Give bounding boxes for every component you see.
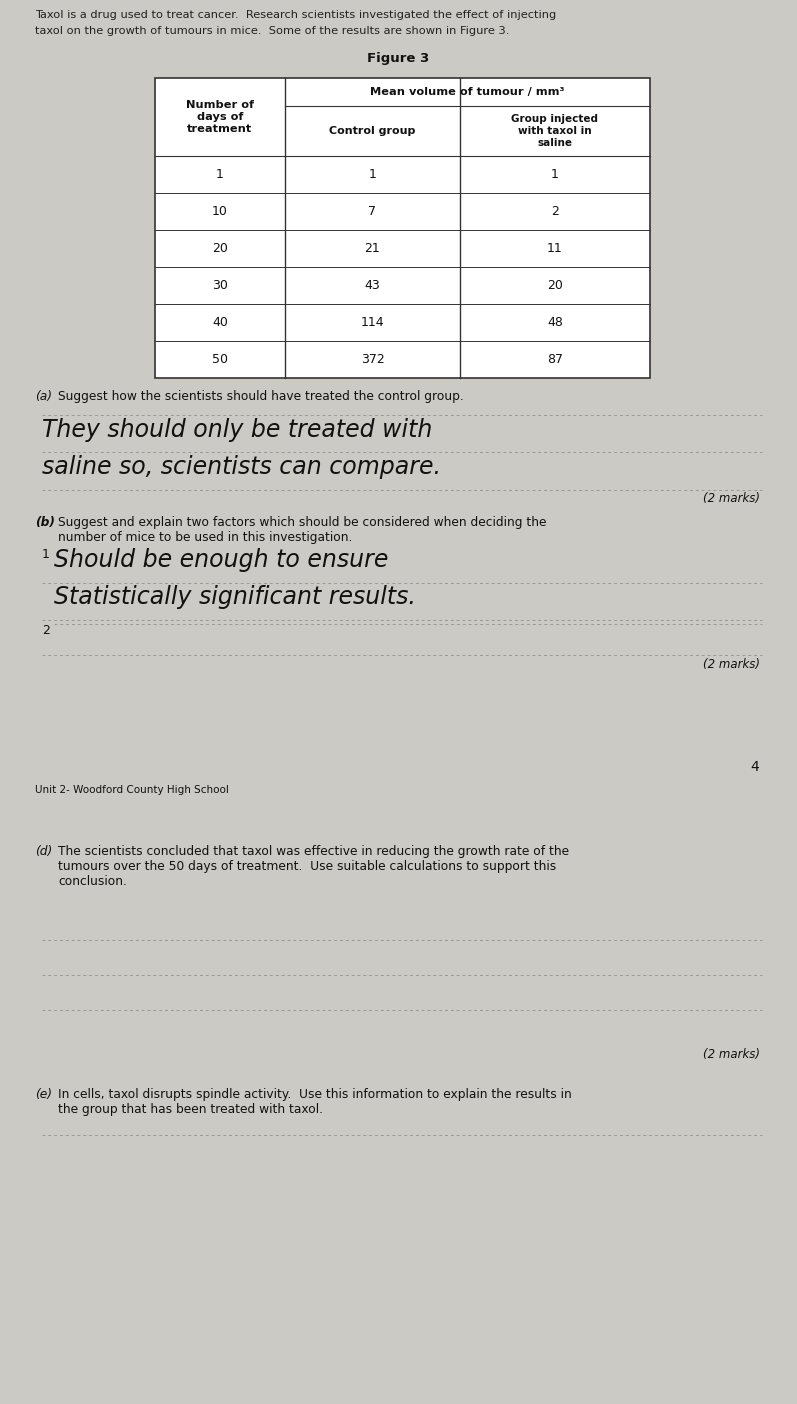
Text: 48: 48: [547, 316, 563, 329]
Text: 11: 11: [547, 241, 563, 256]
Text: 7: 7: [368, 205, 376, 218]
Text: (a): (a): [35, 390, 52, 403]
Text: 1: 1: [551, 168, 559, 181]
Text: Statistically significant results.: Statistically significant results.: [54, 585, 416, 609]
Text: Mean volume of tumour / mm³: Mean volume of tumour / mm³: [371, 87, 565, 97]
Text: Control group: Control group: [329, 126, 416, 136]
Text: 4: 4: [751, 760, 760, 774]
Text: The scientists concluded that taxol was effective in reducing the growth rate of: The scientists concluded that taxol was …: [58, 845, 569, 887]
Text: Suggest how the scientists should have treated the control group.: Suggest how the scientists should have t…: [58, 390, 464, 403]
Text: 87: 87: [547, 352, 563, 366]
Text: (b): (b): [35, 517, 55, 529]
Text: 2: 2: [42, 623, 50, 637]
Text: Suggest and explain two factors which should be considered when deciding the
num: Suggest and explain two factors which sh…: [58, 517, 547, 543]
Text: Should be enough to ensure: Should be enough to ensure: [54, 548, 388, 571]
Text: Unit 2- Woodford County High School: Unit 2- Woodford County High School: [35, 785, 229, 795]
Text: 50: 50: [212, 352, 228, 366]
Text: (d): (d): [35, 845, 53, 858]
Text: They should only be treated with: They should only be treated with: [42, 418, 433, 442]
Text: 20: 20: [212, 241, 228, 256]
Text: 20: 20: [547, 279, 563, 292]
Text: 114: 114: [361, 316, 384, 329]
Text: Figure 3: Figure 3: [367, 52, 429, 65]
Text: (2 marks): (2 marks): [703, 491, 760, 505]
Text: 1: 1: [42, 548, 50, 562]
Text: (e): (e): [35, 1088, 52, 1101]
Text: 40: 40: [212, 316, 228, 329]
Text: In cells, taxol disrupts spindle activity.  Use this information to explain the : In cells, taxol disrupts spindle activit…: [58, 1088, 571, 1116]
Text: 30: 30: [212, 279, 228, 292]
Text: (2 marks): (2 marks): [703, 658, 760, 671]
Text: 21: 21: [364, 241, 380, 256]
Text: taxol on the growth of tumours in mice.  Some of the results are shown in Figure: taxol on the growth of tumours in mice. …: [35, 27, 509, 37]
Text: saline so, scientists can compare.: saline so, scientists can compare.: [42, 455, 441, 479]
Text: Group injected
with taxol in
saline: Group injected with taxol in saline: [512, 114, 599, 147]
Text: 43: 43: [364, 279, 380, 292]
Text: 1: 1: [368, 168, 376, 181]
Text: Number of
days of
treatment: Number of days of treatment: [186, 101, 254, 133]
Bar: [155, 79, 650, 378]
Text: 2: 2: [551, 205, 559, 218]
Text: 10: 10: [212, 205, 228, 218]
Text: (2 marks): (2 marks): [703, 1047, 760, 1061]
Text: Taxol is a drug used to treat cancer.  Research scientists investigated the effe: Taxol is a drug used to treat cancer. Re…: [35, 10, 556, 20]
Text: 1: 1: [216, 168, 224, 181]
Text: 372: 372: [360, 352, 384, 366]
